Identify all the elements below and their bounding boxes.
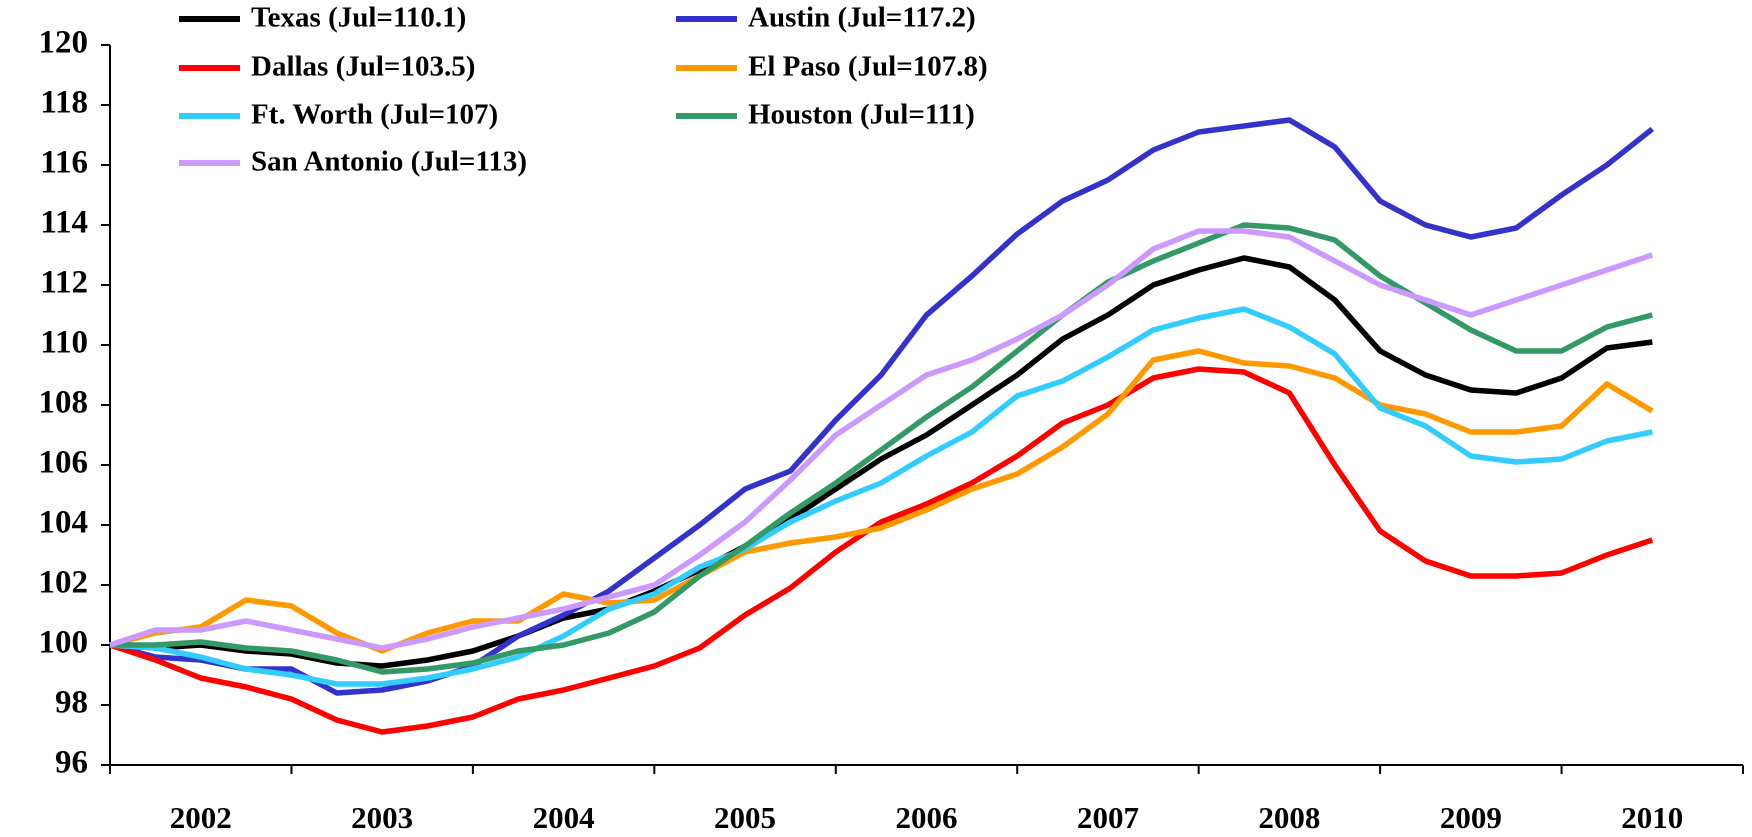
y-tick-label: 108 bbox=[39, 385, 89, 421]
x-tick-label: 2009 bbox=[1440, 800, 1502, 835]
y-tick-label: 100 bbox=[39, 625, 89, 661]
y-tick-label: 96 bbox=[55, 745, 88, 781]
x-tick-label: 2002 bbox=[170, 800, 232, 835]
series-line bbox=[109, 348, 1654, 654]
y-tick-label: 110 bbox=[40, 325, 88, 361]
y-tick-label: 114 bbox=[40, 205, 88, 241]
x-tick-label: 2007 bbox=[1077, 800, 1139, 835]
legend-label: Texas (Jul=110.1) bbox=[251, 2, 466, 34]
x-tick-label: 2008 bbox=[1258, 800, 1320, 835]
series-line bbox=[109, 366, 1654, 735]
series-line bbox=[109, 228, 1654, 651]
x-tick-label: 2003 bbox=[351, 800, 413, 835]
y-tick-label: 112 bbox=[40, 265, 88, 301]
legend-label: San Antonio (Jul=113) bbox=[251, 146, 527, 178]
y-tick-label: 104 bbox=[39, 505, 89, 541]
x-tick-label: 2006 bbox=[896, 800, 958, 835]
y-tick-label: 120 bbox=[39, 25, 89, 61]
y-tick-label: 106 bbox=[39, 445, 89, 481]
series-line bbox=[109, 306, 1653, 687]
y-tick-label: 98 bbox=[55, 685, 88, 721]
y-tick-label: 118 bbox=[40, 85, 88, 121]
legend-label: Ft. Worth (Jul=107) bbox=[251, 99, 498, 131]
y-tick-label: 102 bbox=[39, 565, 89, 601]
legend-label: Houston (Jul=111) bbox=[748, 99, 975, 131]
y-tick-label: 116 bbox=[40, 145, 88, 181]
series-line bbox=[110, 222, 1654, 675]
series-line bbox=[109, 117, 1655, 696]
x-tick-label: 2004 bbox=[533, 800, 595, 835]
legend-label: Dallas (Jul=103.5) bbox=[251, 51, 475, 83]
x-tick-label: 2010 bbox=[1621, 800, 1683, 835]
series-line bbox=[109, 255, 1653, 669]
legend-label: Austin (Jul=117.2) bbox=[748, 2, 976, 34]
x-tick-label: 2005 bbox=[714, 800, 776, 835]
legend-label: El Paso (Jul=107.8) bbox=[748, 51, 988, 83]
